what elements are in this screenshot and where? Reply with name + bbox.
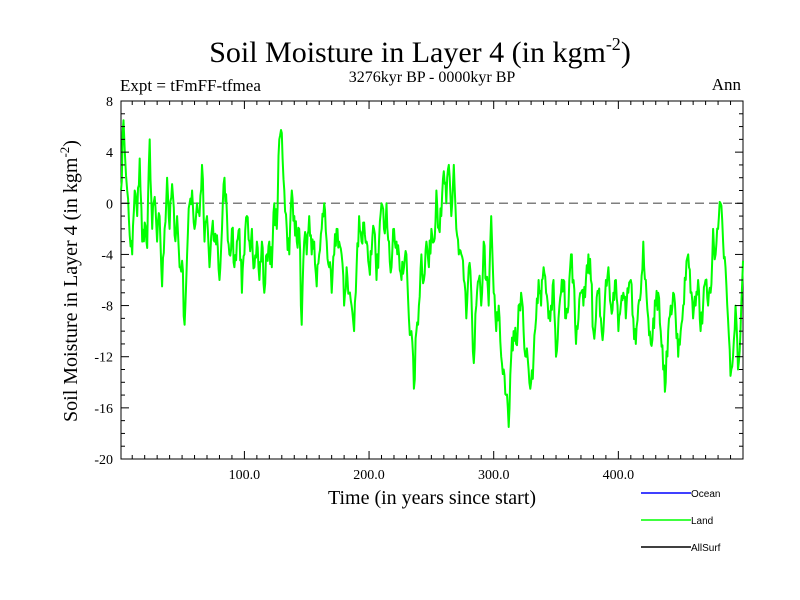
x-tick-label: 200.0 [353,468,385,483]
plot-frame-group [120,100,744,460]
y-tick-label: -16 [94,402,113,417]
x-tick-label: 400.0 [603,468,635,483]
y-tick-label: -12 [94,351,113,366]
y-tick-label: 8 [106,95,113,110]
y-tick-label: -4 [101,248,113,263]
legend-group: Ocean Land AllSurf [641,489,721,554]
series-line-land [120,119,744,428]
series-group [120,119,744,428]
season-label: Ann [712,75,742,94]
plot-frame [120,100,744,460]
legend-label-land: Land [691,516,713,527]
x-tick-label: 100.0 [229,468,261,483]
y-tick-label: 4 [106,146,113,161]
y-axis-label: Soil Moisture in Layer 4 (in kgm-2) [57,140,82,422]
y-tick-label: -8 [101,300,113,315]
x-axis-label: Time (in years since start) [328,487,536,509]
x-ticks-group: 100.0 200.0 300.0 400.0 [131,101,732,483]
legend-label-allsurf: AllSurf [691,543,721,554]
chart-subtitle: 3276kyr BP - 0000kyr BP [349,69,516,86]
chart-title: Soil Moisture in Layer 4 (in kgm-2) [209,34,631,69]
y-ticks-group: 8 4 0 -4 -8 -12 -16 -20 [94,95,743,468]
y-tick-label: -20 [94,453,113,468]
x-tick-label: 300.0 [478,468,510,483]
experiment-label: Expt = tFmFF-tfmea [120,76,261,95]
y-tick-label: 0 [106,197,113,212]
legend-label-ocean: Ocean [691,489,720,500]
